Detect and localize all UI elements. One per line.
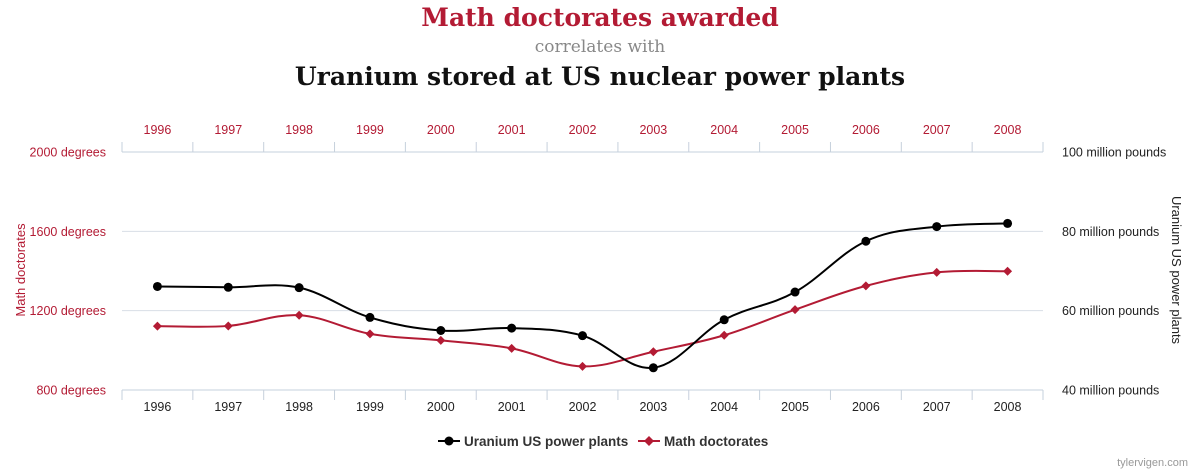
y-right-tick-label: 80 million pounds <box>1062 225 1159 239</box>
x-tick-label-bottom: 2001 <box>498 400 526 414</box>
data-point-uranium <box>365 312 375 322</box>
x-tick-label-bottom: 2005 <box>781 400 809 414</box>
data-point-math <box>152 321 162 331</box>
x-tick-label-bottom: 1997 <box>214 400 242 414</box>
data-point-uranium <box>790 287 800 297</box>
x-tick-label-bottom: 1998 <box>285 400 313 414</box>
x-tick-label-bottom: 2002 <box>569 400 597 414</box>
legend-marker-uranium <box>444 436 454 446</box>
data-point-uranium <box>719 315 729 325</box>
y-right-tick-label: 60 million pounds <box>1062 304 1159 318</box>
data-point-uranium <box>648 363 658 373</box>
x-tick-label-top: 2004 <box>710 123 738 137</box>
x-tick-label-top: 2008 <box>994 123 1022 137</box>
data-point-uranium <box>507 323 517 333</box>
x-tick-label-bottom: 2006 <box>852 400 880 414</box>
y-right-axis-title: Uranium US power plants <box>1169 196 1184 345</box>
x-tick-label-top: 2002 <box>569 123 597 137</box>
y-right-tick-label: 100 million pounds <box>1062 146 1166 160</box>
x-tick-label-top: 2007 <box>923 123 951 137</box>
credit-text: tylervigen.com <box>1117 457 1188 469</box>
x-tick-label-top: 1998 <box>285 123 313 137</box>
x-tick-label-top: 2001 <box>498 123 526 137</box>
chart-subtitle: Uranium stored at US nuclear power plant… <box>295 62 905 91</box>
data-point-uranium <box>223 282 233 292</box>
data-point-math <box>223 321 233 331</box>
data-point-math <box>1003 266 1013 276</box>
data-point-math <box>861 281 871 291</box>
data-point-math <box>648 347 658 357</box>
x-tick-label-bottom: 1996 <box>144 400 172 414</box>
data-point-math <box>436 335 446 345</box>
x-tick-label-top: 2000 <box>427 123 455 137</box>
x-tick-label-bottom: 2004 <box>710 400 738 414</box>
x-tick-label-top: 2005 <box>781 123 809 137</box>
x-tick-label-top: 2003 <box>639 123 667 137</box>
y-left-tick-label: 2000 degrees <box>30 146 106 160</box>
x-tick-label-bottom: 2003 <box>639 400 667 414</box>
y-left-axis-title: Math doctorates <box>13 223 28 317</box>
axes <box>121 142 1044 400</box>
y-left-tick-label: 800 degrees <box>36 384 106 398</box>
series-layer <box>152 218 1013 373</box>
y-right-tick-label: 40 million pounds <box>1062 384 1159 398</box>
legend[interactable]: Uranium US power plants Math doctorates <box>438 434 768 449</box>
data-point-math <box>578 361 587 371</box>
x-tick-label-bottom: 1999 <box>356 400 384 414</box>
data-point-math <box>790 305 800 315</box>
data-point-math <box>365 329 375 339</box>
y-left-tick-label: 1600 degrees <box>30 225 106 239</box>
chart-title: Math doctorates awarded <box>421 3 778 32</box>
legend-label-math: Math doctorates <box>664 434 768 449</box>
tick-labels: 1996 1996 1997 1997 1998 1998 1999 1999 2000 2000… <box>30 123 1167 414</box>
legend-item-math[interactable]: Math doctorates <box>638 434 768 449</box>
x-tick-label-bottom: 2007 <box>923 400 951 414</box>
legend-item-uranium[interactable]: Uranium US power plants <box>438 434 628 449</box>
x-tick-label-top: 1996 <box>144 123 172 137</box>
y-left-tick-label: 1200 degrees <box>30 304 106 318</box>
data-point-math <box>507 343 517 353</box>
data-point-math <box>294 310 304 320</box>
chart-connector: correlates with <box>535 37 665 57</box>
data-point-uranium <box>1003 218 1013 228</box>
series-line-uranium <box>157 222 1008 369</box>
x-tick-label-bottom: 2000 <box>427 400 455 414</box>
data-point-uranium <box>294 283 304 293</box>
x-tick-label-top: 1997 <box>214 123 242 137</box>
legend-label-uranium: Uranium US power plants <box>464 434 628 449</box>
grid-lines <box>122 151 1043 312</box>
legend-marker-math <box>644 436 654 446</box>
data-point-uranium <box>578 331 587 341</box>
data-point-uranium <box>861 236 871 246</box>
data-point-uranium <box>932 222 942 232</box>
x-tick-label-top: 1999 <box>356 123 384 137</box>
data-point-math <box>932 267 942 277</box>
x-tick-label-bottom: 2008 <box>994 400 1022 414</box>
data-point-math <box>719 330 729 340</box>
data-point-uranium <box>436 326 446 335</box>
data-point-uranium <box>152 281 162 291</box>
x-tick-label-top: 2006 <box>852 123 880 137</box>
